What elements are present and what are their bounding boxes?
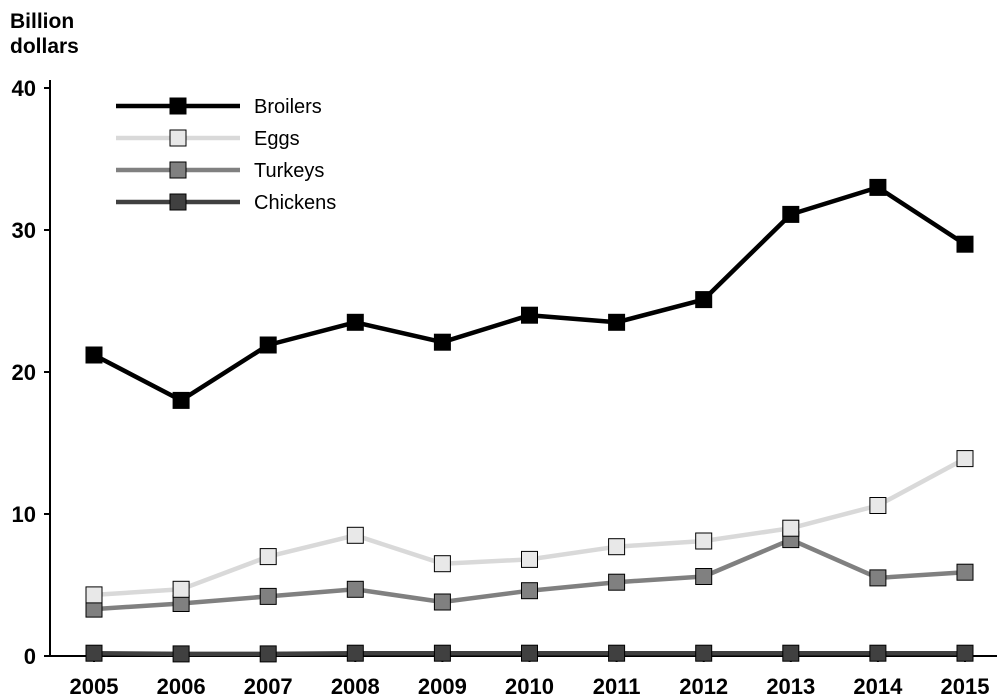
data-point [521,644,538,662]
series-layer [85,178,974,663]
data-point [608,644,626,662]
data-point [521,550,538,568]
data-point [521,582,538,600]
data-point [259,587,277,605]
legend-entry-broilers: Broilers [116,96,322,118]
x-tick-label: 2009 [418,674,467,698]
data-point [956,563,974,581]
series-chickens [85,644,974,663]
data-point [869,644,887,662]
data-point [695,568,713,585]
data-point [869,178,887,196]
x-tick-label: 2008 [331,674,380,698]
data-point [85,600,103,618]
legend-marker [169,161,187,179]
data-point [259,548,277,566]
data-point [346,644,364,662]
x-tick-label: 2006 [157,674,206,698]
data-point [172,595,190,612]
x-tick-label: 2013 [766,674,815,698]
data-point [695,532,713,550]
x-tick-label: 2012 [679,674,728,698]
data-point [346,580,364,598]
data-point [956,644,974,662]
x-tick-label: 2014 [853,674,903,698]
data-point [433,644,451,662]
legend-entry-turkeys: Turkeys [116,160,324,182]
legend-label: Broilers [254,96,322,118]
data-point [172,580,190,598]
legend: Broilers Eggs Turkeys Chickens [116,96,336,214]
x-tick-label: 2005 [70,674,119,698]
data-point [433,593,451,611]
series-turkeys [85,531,974,618]
series-line [92,185,967,403]
data-point [782,519,800,537]
data-point [85,586,103,604]
data-point [782,205,800,223]
data-point [956,450,974,468]
data-point [782,644,800,662]
data-point [869,497,887,514]
legend-entry-eggs: Eggs [116,128,300,150]
data-point [346,526,364,544]
y-tick-label: 0 [24,644,36,669]
data-point [172,645,190,663]
x-tick-label: 2010 [505,674,554,698]
y-tick-label: 30 [12,218,36,243]
data-point [695,291,713,309]
x-tick-label: 2011 [593,674,641,698]
data-point [608,573,626,591]
data-point [433,555,451,573]
data-point [85,644,103,662]
data-point [608,538,626,556]
series-line [93,456,967,598]
legend-label: Eggs [254,128,300,150]
data-point [259,336,277,354]
data-point [85,346,103,364]
x-tick-label: 2007 [244,674,293,698]
legend-label: Chickens [254,192,336,214]
y-tick-label: 10 [12,502,36,527]
data-point [346,313,364,331]
data-point [608,313,626,331]
y-tick-label: 20 [12,360,36,385]
y-axis-title-line-2: dollars [10,35,79,58]
legend-marker [169,97,187,115]
data-point [869,569,887,587]
legend-marker [169,193,187,211]
data-point [521,306,538,324]
series-eggs [85,450,974,604]
data-point [433,333,451,351]
data-point [172,391,190,409]
data-point [695,644,713,662]
x-tick-label: 2015 [941,674,990,698]
y-tick-label: 40 [12,76,36,101]
y-axis-title-line-1: Billion [10,10,74,33]
legend-entry-chickens: Chickens [116,192,336,214]
axes: 0 10 20 30 40 2005 2006 2007 2008 2009 2010 2011 201… [12,76,997,698]
legend-marker [169,129,187,147]
series-broilers [85,178,974,409]
data-point [259,645,277,663]
legend-label: Turkeys [254,160,324,182]
data-point [956,235,974,253]
